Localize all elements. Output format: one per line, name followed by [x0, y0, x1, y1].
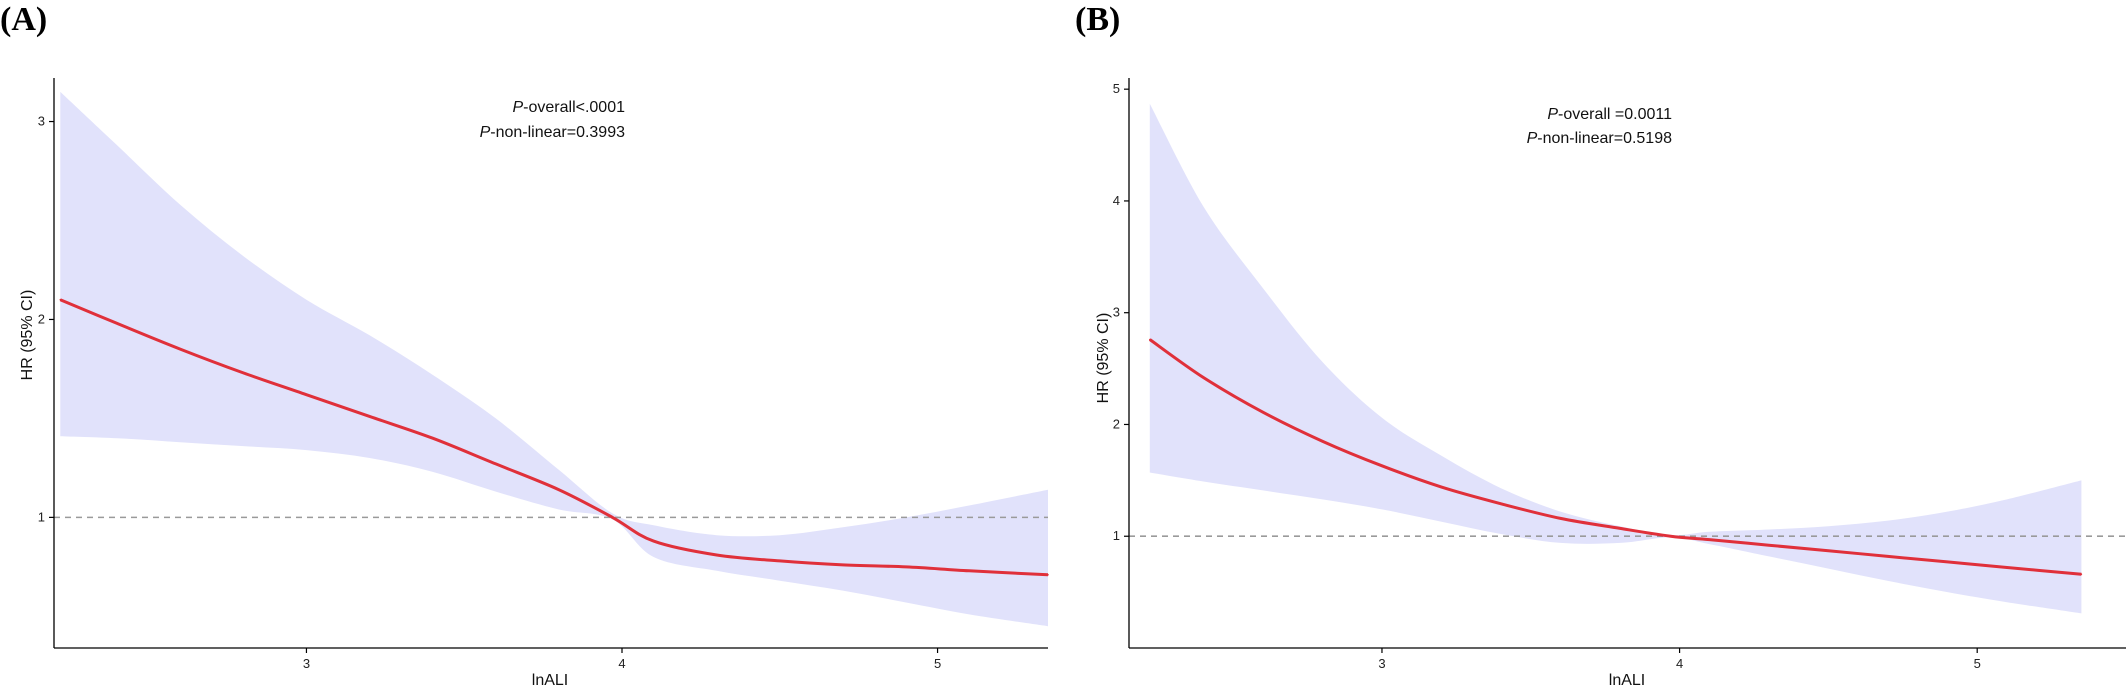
x-tick-label: 4	[618, 656, 625, 671]
ci-band	[60, 91, 1049, 627]
panel-label-a: (A)	[0, 1, 47, 38]
curve-point	[179, 348, 182, 350]
p-overall-text: -overall =0.0011	[1558, 106, 1672, 123]
curve-point	[715, 554, 718, 556]
curve-point	[2006, 566, 2008, 569]
y-tick-label: 1	[38, 509, 45, 524]
axes-layer	[53, 78, 1048, 649]
curve-point	[1381, 465, 1383, 467]
y-tick-label: 5	[1113, 81, 1120, 96]
y-tick-label: 2	[1113, 416, 1120, 431]
p-nonlinear-text: -non-linear=0.3993	[490, 124, 625, 141]
p-overall-annotation: P-overall<.0001	[512, 99, 625, 116]
x-tick-label: 5	[934, 656, 941, 671]
curve-point	[1669, 535, 1672, 538]
curve-point	[611, 516, 614, 519]
x-tick-label: 5	[1974, 656, 1981, 671]
p-symbol: P	[512, 99, 523, 116]
ticks-layer: 3 4 5 1 2 3	[38, 114, 941, 671]
p-nonlinear-annotation: P-non-linear=0.5198	[1527, 130, 1673, 147]
x-axis-title: lnALI	[1609, 672, 1645, 688]
curve-point	[1768, 544, 1770, 546]
curve-point	[1946, 561, 1949, 563]
curve-point	[968, 570, 970, 572]
curve-point	[368, 415, 371, 418]
curve-point	[778, 560, 781, 562]
ci-band-layer	[1149, 103, 2082, 614]
y-tick-label: 3	[38, 114, 45, 129]
p-overall-text: -overall<.0001	[523, 99, 625, 116]
curve-point	[842, 564, 844, 566]
curve-point	[242, 372, 245, 374]
p-nonlinear-annotation: P-non-linear=0.3993	[480, 124, 626, 141]
curve-point	[652, 540, 655, 542]
curve-point	[494, 463, 497, 465]
y-axis-title: HR (95% CI)	[1095, 313, 1112, 404]
curve-point	[1262, 411, 1264, 413]
curve-point	[305, 393, 308, 396]
curve-point	[1202, 376, 1205, 379]
hr-curve-layer	[59, 298, 1049, 577]
hr-curve	[1148, 338, 2082, 576]
x-tick-label: 3	[1378, 656, 1385, 671]
p-symbol: P	[480, 124, 491, 141]
x-tick-label: 3	[303, 656, 310, 671]
x-axis-title: lnALI	[532, 672, 568, 688]
axes-layer	[1128, 78, 2126, 649]
p-overall-annotation: P-overall =0.0011	[1547, 106, 1672, 123]
y-tick-label: 3	[1113, 305, 1120, 320]
curve-point	[1440, 486, 1443, 488]
hr-curve-layer	[1148, 338, 2083, 576]
p-symbol: P	[1527, 130, 1538, 147]
curve-point	[1559, 517, 1562, 520]
curve-point	[431, 437, 434, 440]
curve-point	[59, 298, 62, 301]
ticks-layer: 3 4 5 1 2 3 4 5	[1113, 81, 1981, 671]
curve-point	[1619, 527, 1621, 530]
curve-point	[1321, 440, 1324, 443]
curve-point	[1708, 538, 1711, 541]
curve-point	[558, 488, 560, 491]
y-tick-label: 2	[38, 311, 45, 326]
y-axis-title: HR (95% CI)	[19, 290, 36, 381]
p-nonlinear-text: -non-linear=0.5198	[1537, 130, 1672, 147]
hr-curve	[59, 298, 1049, 577]
x-tick-label: 4	[1676, 656, 1683, 671]
curve-point	[1149, 338, 1151, 341]
curve-point	[1047, 573, 1049, 576]
y-tick-label: 4	[1113, 193, 1120, 208]
curve-point	[1827, 549, 1830, 552]
curve-point	[905, 566, 907, 568]
ci-band	[1149, 103, 2082, 614]
ci-band-layer	[60, 91, 1049, 627]
curve-point	[1887, 555, 1889, 558]
curve-point	[1500, 503, 1502, 505]
curve-point	[2080, 573, 2083, 576]
panel-label-b: (B)	[1075, 1, 1120, 38]
p-symbol: P	[1547, 106, 1558, 123]
y-tick-label: 1	[1113, 528, 1120, 543]
curve-point	[116, 322, 118, 325]
